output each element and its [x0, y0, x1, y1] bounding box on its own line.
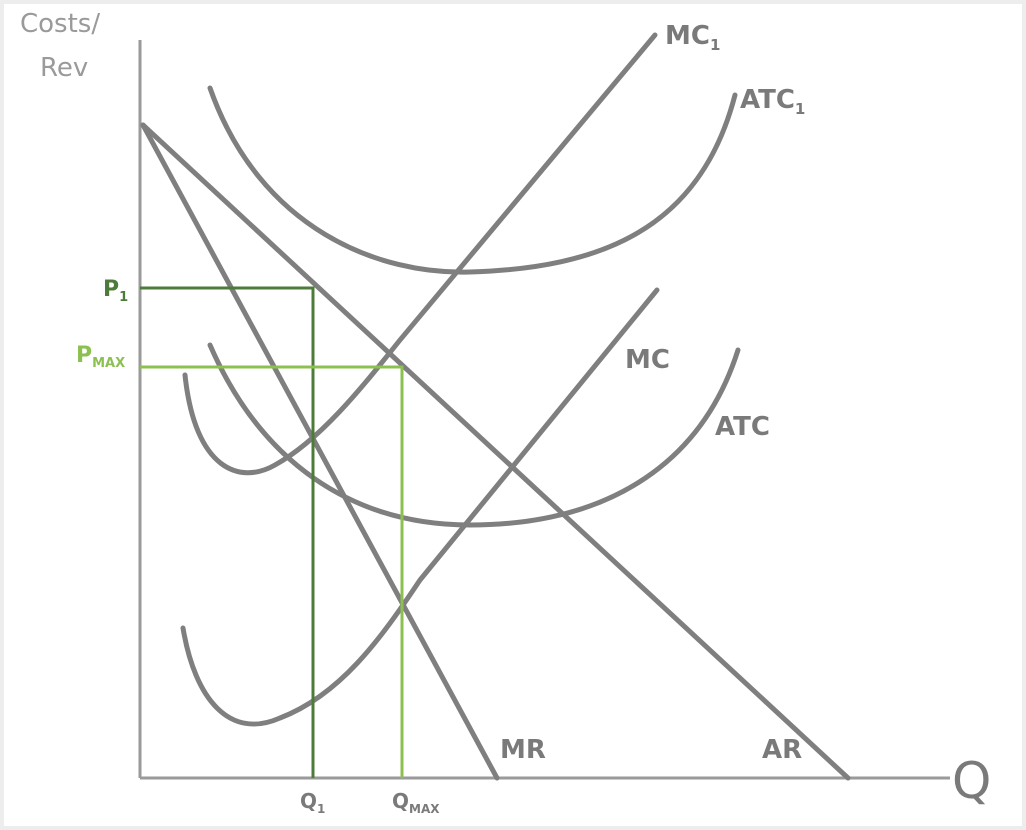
quantity-label: QMAX — [392, 789, 440, 816]
price-label: P1 — [103, 277, 128, 305]
p1-guide — [140, 286, 315, 778]
curve-label: ATC — [715, 412, 770, 442]
label-subscript: MAX — [92, 356, 125, 371]
curve-label: MR — [500, 735, 546, 765]
atc1-curve — [207, 85, 738, 275]
label-text: Q — [392, 789, 409, 813]
ar-curve — [140, 122, 851, 781]
mr-curve — [140, 122, 500, 781]
curve-label: MC — [625, 345, 670, 375]
label-subscript: 1 — [795, 100, 805, 118]
label-text: MC — [665, 21, 710, 51]
x-axis-label: Q — [952, 752, 991, 810]
pmax-guide — [140, 365, 404, 778]
quantity-label: Q1 — [300, 789, 325, 816]
label-text: P — [76, 343, 92, 368]
mc-curve — [180, 287, 660, 727]
y-axis-label: Costs/ — [20, 9, 100, 39]
label-text: P — [103, 277, 119, 302]
label-subscript: 1 — [317, 802, 325, 816]
label-text: ATC — [740, 85, 795, 115]
label-subscript: MAX — [409, 802, 440, 816]
curve-label: ATC1 — [740, 85, 805, 118]
label-subscript: 1 — [710, 36, 720, 54]
y-axis-label: Rev — [40, 53, 88, 83]
mc1-curve — [182, 32, 658, 476]
label-subscript: 1 — [119, 290, 128, 305]
atc-curve — [207, 342, 741, 528]
price-label: PMAX — [76, 343, 125, 371]
curve-label: MC1 — [665, 21, 720, 54]
curve-label: AR — [762, 735, 802, 765]
label-text: Q — [300, 789, 317, 813]
